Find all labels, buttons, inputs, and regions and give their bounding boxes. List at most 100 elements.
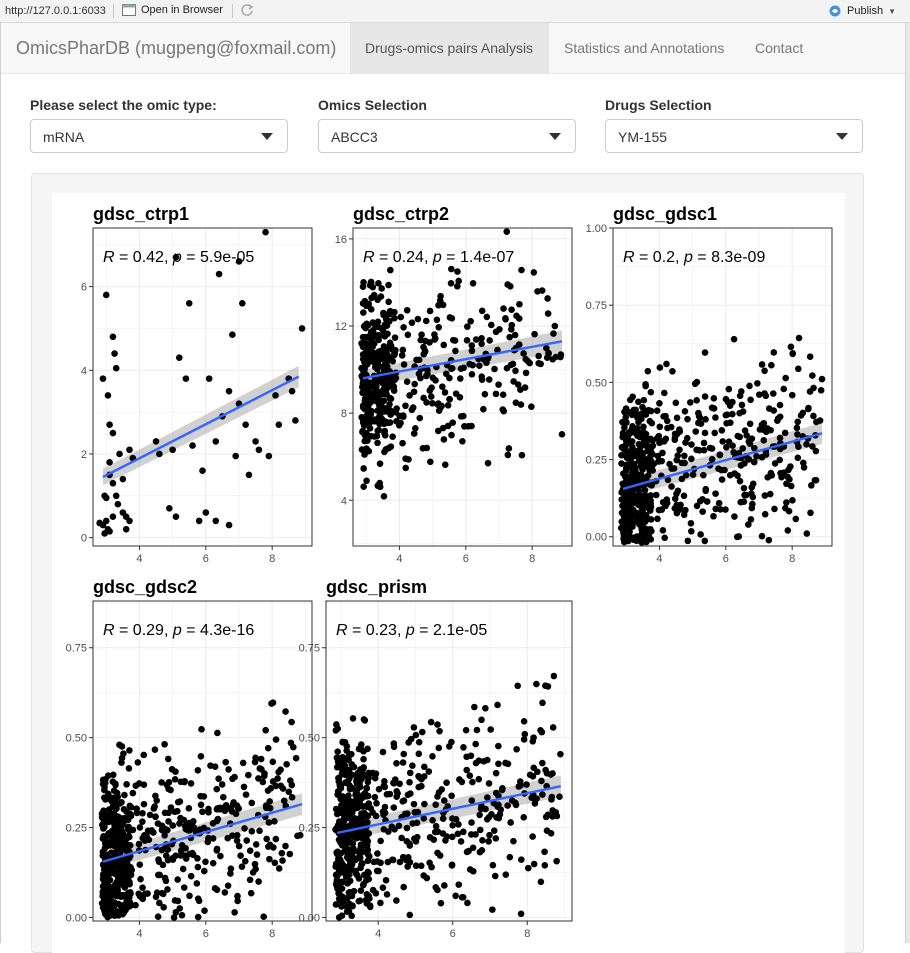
data-point xyxy=(375,413,383,421)
x-tick-label: 6 xyxy=(203,553,209,565)
data-point xyxy=(363,835,370,842)
data-point xyxy=(697,420,705,428)
data-point xyxy=(288,387,296,395)
data-point xyxy=(649,442,657,450)
data-point xyxy=(656,364,664,371)
data-point xyxy=(799,459,807,467)
data-point xyxy=(762,392,770,400)
data-point xyxy=(213,785,221,793)
data-point xyxy=(730,335,738,343)
data-point xyxy=(346,785,354,793)
omic-type-select[interactable]: mRNA xyxy=(30,119,288,153)
data-point xyxy=(521,730,529,738)
data-point xyxy=(530,764,538,772)
tab-statistics-and-annotations[interactable]: Statistics and Annotations xyxy=(564,40,725,56)
data-point xyxy=(626,528,633,536)
data-point xyxy=(334,748,341,755)
data-point xyxy=(661,534,668,542)
data-point xyxy=(335,890,342,897)
refresh-icon[interactable] xyxy=(240,3,254,17)
data-point xyxy=(269,758,277,766)
data-point xyxy=(294,832,301,840)
data-point xyxy=(109,810,117,818)
data-point xyxy=(441,389,449,396)
tab-drugs-omics-pairs-analysis[interactable]: Drugs-omics pairs Analysis xyxy=(350,23,549,73)
data-point xyxy=(700,471,707,479)
data-point xyxy=(222,758,229,766)
data-point xyxy=(469,778,476,786)
data-point xyxy=(119,475,127,483)
data-point xyxy=(687,519,695,527)
data-point xyxy=(400,750,408,758)
data-point xyxy=(377,899,384,907)
data-point xyxy=(408,319,416,326)
data-point xyxy=(539,699,546,707)
omics-select[interactable]: ABCC3 xyxy=(318,119,576,153)
data-point xyxy=(415,750,423,758)
data-point xyxy=(100,817,108,825)
omics-value: ABCC3 xyxy=(331,129,378,145)
data-point xyxy=(251,860,259,868)
data-point xyxy=(691,380,699,388)
drugs-select[interactable]: YM-155 xyxy=(605,119,863,153)
data-point xyxy=(431,335,439,342)
data-point xyxy=(523,781,530,788)
data-point xyxy=(298,325,306,332)
data-point xyxy=(628,438,636,445)
data-point xyxy=(384,858,392,866)
data-point xyxy=(333,763,341,771)
data-point xyxy=(432,377,439,384)
data-point xyxy=(782,374,789,382)
data-point xyxy=(765,536,773,544)
data-point xyxy=(495,801,502,809)
scrollbar[interactable] xyxy=(906,23,910,943)
data-point xyxy=(349,902,356,909)
data-point xyxy=(412,731,420,739)
data-point xyxy=(776,445,784,453)
data-point xyxy=(335,777,343,785)
data-point xyxy=(695,412,703,420)
data-point xyxy=(411,380,418,388)
data-point xyxy=(105,795,113,803)
data-point xyxy=(387,443,395,450)
data-point xyxy=(530,269,538,276)
data-point xyxy=(356,897,364,904)
data-point xyxy=(809,443,816,450)
navbar-brand[interactable]: OmicsPharDB (mugpeng@foxmail.com) xyxy=(16,38,337,58)
publish-button[interactable]: Publish ▼ xyxy=(828,5,896,17)
viewer-url[interactable]: http://127.0.0.1:6033 xyxy=(5,5,106,17)
y-tick-label: 16 xyxy=(335,234,347,246)
data-point xyxy=(176,905,184,912)
data-point xyxy=(448,265,455,273)
data-point xyxy=(639,403,646,411)
data-point xyxy=(445,743,453,750)
data-point xyxy=(403,824,411,832)
data-point xyxy=(478,846,486,854)
y-tick-label: 0.50 xyxy=(66,733,87,745)
plot-title: gdsc_ctrp1 xyxy=(93,204,189,224)
data-point xyxy=(107,903,114,911)
data-point xyxy=(110,863,118,870)
data-point xyxy=(391,825,398,833)
data-point xyxy=(102,291,110,299)
data-point xyxy=(382,876,390,884)
data-point xyxy=(647,492,655,499)
open-in-browser-button[interactable]: Open in Browser xyxy=(122,4,223,16)
data-point xyxy=(475,775,483,783)
data-point xyxy=(265,819,273,826)
data-point xyxy=(124,845,132,852)
tab-contact[interactable]: Contact xyxy=(755,40,804,56)
data-point xyxy=(466,772,474,779)
data-point xyxy=(488,810,495,818)
data-point xyxy=(345,774,353,782)
data-point xyxy=(629,443,636,451)
data-point xyxy=(410,388,418,396)
data-point xyxy=(403,378,411,386)
data-point xyxy=(469,867,477,875)
data-point xyxy=(363,785,371,792)
scatter-panel-gdsc_prism: gdsc_prism R = 0.23, p = 2.1e-05 4 6 8 0.00 0.… xyxy=(299,577,573,940)
data-point xyxy=(520,814,528,821)
data-point xyxy=(253,851,261,858)
data-point xyxy=(754,380,761,387)
data-point xyxy=(101,863,109,871)
